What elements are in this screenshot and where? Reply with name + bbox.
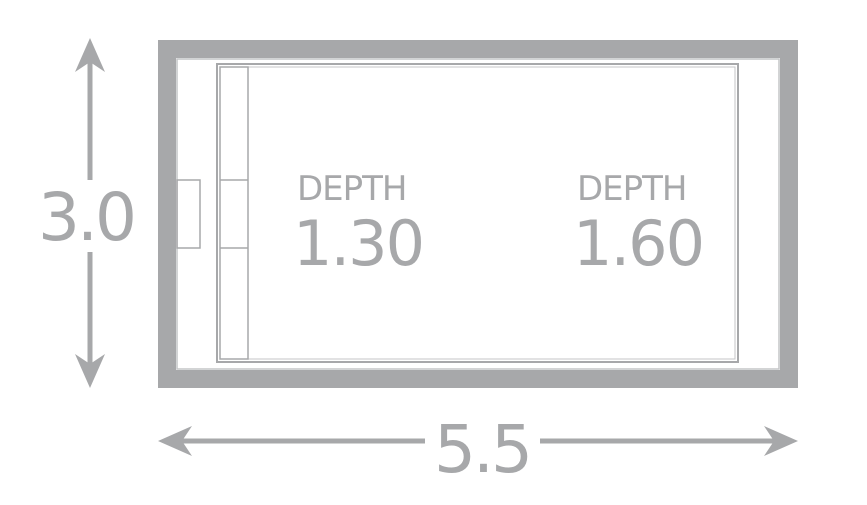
width-label: 5.5 — [434, 411, 530, 488]
zone-depth: 1.60 — [573, 207, 703, 280]
width-dimension-arrow — [158, 426, 798, 456]
height-label: 3.0 — [38, 179, 134, 256]
height-dimension-arrow — [75, 38, 105, 388]
zone-label: DEPTH — [577, 169, 687, 209]
zone-label: DEPTH — [297, 169, 407, 209]
zone-depth: 1.30 — [293, 207, 423, 280]
skimmer — [176, 179, 201, 249]
steps — [219, 66, 249, 360]
